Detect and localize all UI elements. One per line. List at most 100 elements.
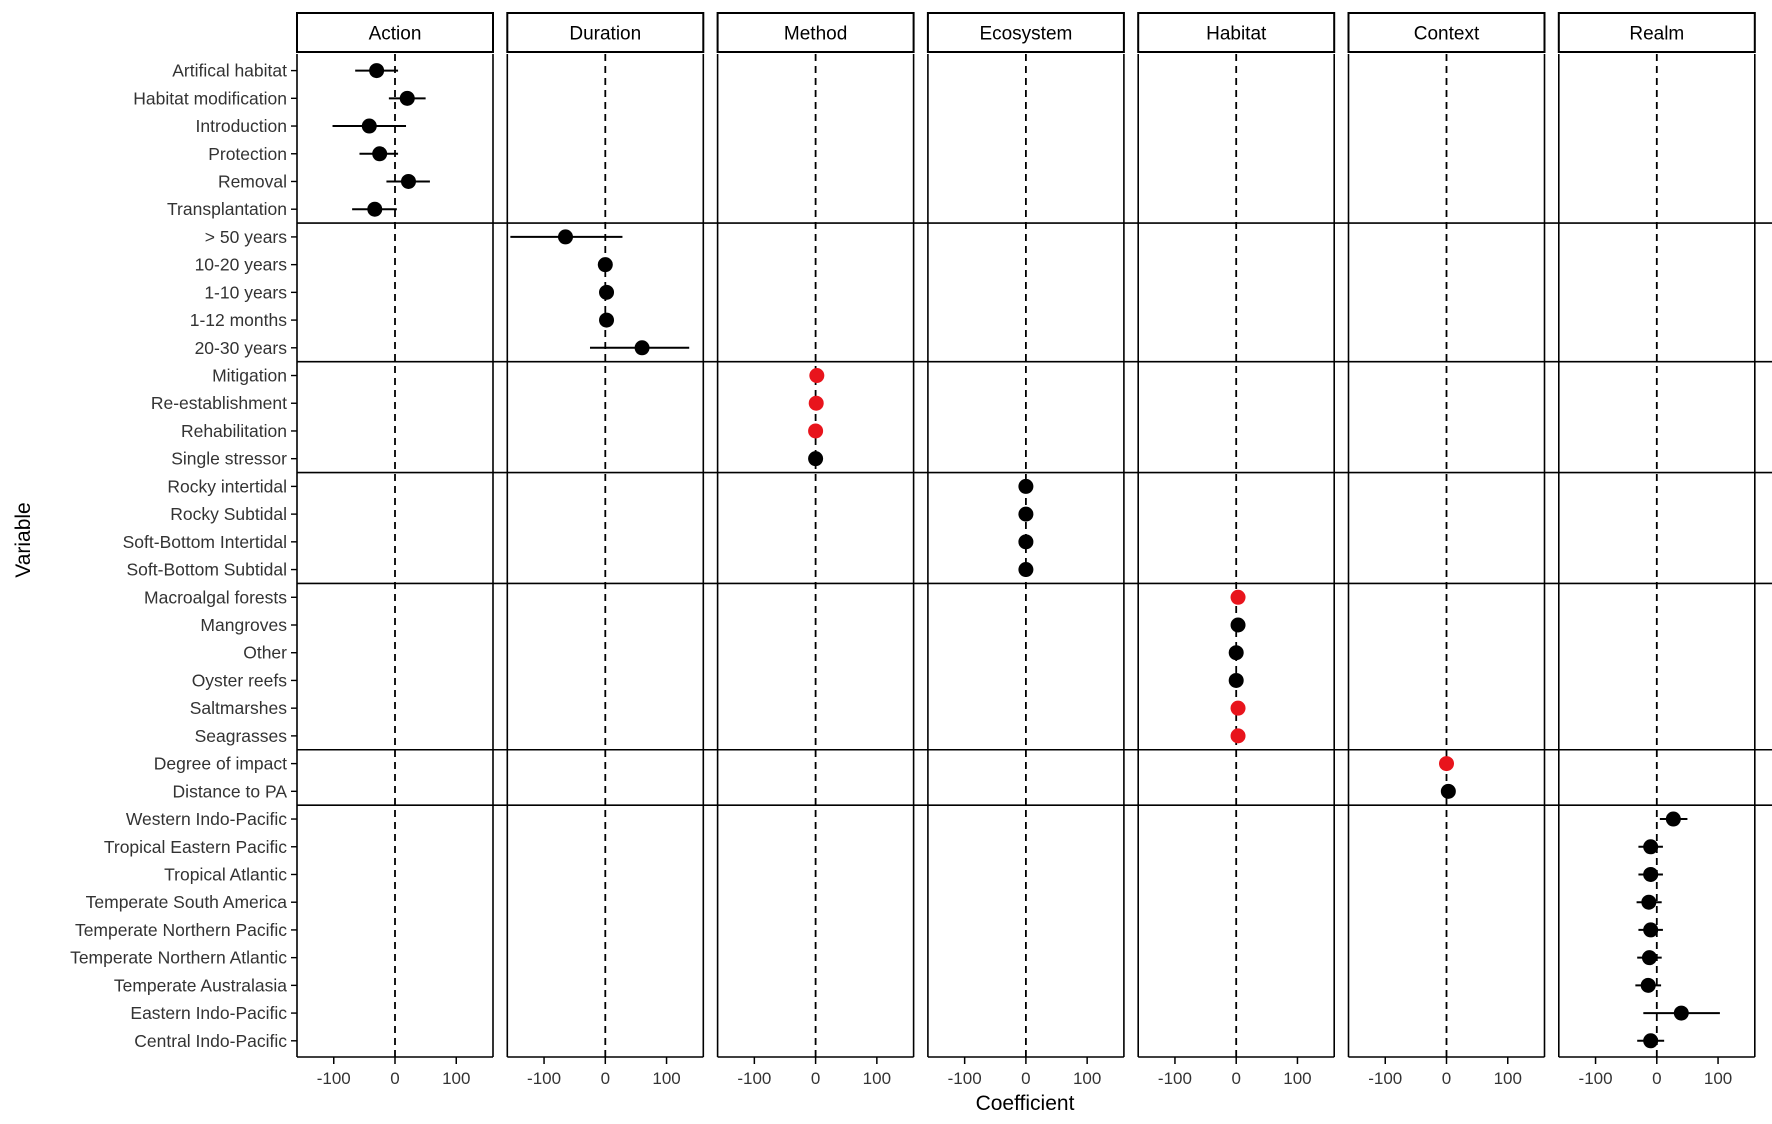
x-tick-label: 100 <box>652 1069 680 1088</box>
coefficient-point <box>1230 617 1246 633</box>
y-tick-label: Tropical Atlantic <box>164 864 287 884</box>
coefficient-point <box>599 312 615 328</box>
y-tick-label: Distance to PA <box>173 781 288 801</box>
y-tick-label: Soft-Bottom Intertidal <box>123 532 287 552</box>
y-tick-label: Temperate Australasia <box>114 975 287 995</box>
coefficient-point <box>1665 811 1681 827</box>
y-tick-label: Seagrasses <box>195 726 288 746</box>
x-tick-label: -100 <box>1158 1069 1192 1088</box>
y-tick-label: Temperate Northern Atlantic <box>70 948 287 968</box>
coefficient-point <box>399 90 415 106</box>
coefficient-point <box>367 201 383 217</box>
coefficient-point <box>1643 922 1659 938</box>
facet-frames <box>296 54 1772 1058</box>
y-axis-title: Variable <box>12 502 35 578</box>
x-tick-label: -100 <box>1368 1069 1402 1088</box>
coefficient-point <box>1643 839 1659 855</box>
facet-label-method: Method <box>784 24 847 45</box>
y-tick-label: Temperate South America <box>86 892 288 912</box>
y-tick-label: Central Indo-Pacific <box>134 1031 287 1051</box>
facet-strip-habitat <box>1137 12 1336 53</box>
coefficient-point <box>1673 1005 1689 1021</box>
x-tick-label: 100 <box>1283 1069 1311 1088</box>
facet-strip-ecosystem <box>926 12 1125 53</box>
coefficient-point <box>372 146 388 162</box>
coefficient-point <box>1228 645 1244 661</box>
facet-label-ecosystem: Ecosystem <box>979 24 1072 45</box>
coefficient-point <box>597 257 613 273</box>
x-tick-label: 100 <box>442 1069 470 1088</box>
y-tick-label: Introduction <box>196 116 287 136</box>
y-tick-label: Mangroves <box>200 615 287 635</box>
y-tick-label: Temperate Northern Pacific <box>75 920 287 940</box>
y-tick-label: Oyster reefs <box>192 670 288 690</box>
coefficient-point <box>1641 894 1657 910</box>
coefficient-point <box>557 229 573 245</box>
facet-strip-context <box>1347 12 1546 53</box>
coefficient-point <box>361 118 377 134</box>
x-tick-label: 0 <box>601 1069 610 1088</box>
facet-label-habitat: Habitat <box>1206 24 1267 45</box>
coefficient-point <box>599 284 615 300</box>
x-tick-label: -100 <box>1579 1069 1613 1088</box>
x-tick-label: 100 <box>1704 1069 1732 1088</box>
coefficient-point <box>1228 672 1244 688</box>
coefficient-point <box>809 368 825 384</box>
coefficient-point <box>1230 589 1246 605</box>
coefficient-point <box>1230 700 1246 716</box>
x-tick-label: 100 <box>1073 1069 1101 1088</box>
y-tick-label: Mitigation <box>212 366 287 386</box>
y-tick-label: Macroalgal forests <box>144 587 287 607</box>
coefficient-point <box>1641 950 1657 966</box>
y-tick-label: Rehabilitation <box>181 421 287 441</box>
facet-strips: Action Duration Method Ecosystem Habitat Cont… <box>296 12 1756 53</box>
x-tick-label: 0 <box>1021 1069 1030 1088</box>
coefficient-point <box>808 451 824 467</box>
y-tick-label: 1-12 months <box>190 310 288 330</box>
y-tick-label: Tropical Eastern Pacific <box>104 837 287 857</box>
x-tick-label: 100 <box>1494 1069 1522 1088</box>
x-tick-label: 0 <box>811 1069 820 1088</box>
y-tick-label: 1-10 years <box>204 282 287 302</box>
y-tick-label: Other <box>243 643 287 663</box>
facet-label-context: Context <box>1414 24 1480 45</box>
facet-label-action: Action <box>369 24 422 45</box>
x-tick-label: -100 <box>948 1069 982 1088</box>
facet-label-duration: Duration <box>569 24 641 45</box>
y-tick-label: Single stressor <box>171 449 287 469</box>
y-tick-label: Soft-Bottom Subtidal <box>127 560 288 580</box>
coefficient-point <box>808 395 824 411</box>
facet-strip-duration <box>506 12 705 53</box>
y-tick-label: 10-20 years <box>195 255 288 275</box>
y-tick-label: Transplantation <box>167 199 287 219</box>
y-tick-label: Rocky Subtidal <box>170 504 287 524</box>
y-tick-label: > 50 years <box>205 227 287 247</box>
x-tick-label: -100 <box>527 1069 561 1088</box>
x-tick-label: 100 <box>863 1069 891 1088</box>
coefficient-point <box>369 63 385 79</box>
coefficient-point <box>1018 506 1034 522</box>
y-tick-label: Re-establishment <box>151 393 287 413</box>
facet-label-realm: Realm <box>1629 24 1684 45</box>
y-tick-label: Protection <box>208 144 287 164</box>
coefficient-point <box>400 173 416 189</box>
coefficient-point <box>1018 534 1034 550</box>
coefficient-point <box>808 423 824 439</box>
coefficient-point <box>1018 562 1034 578</box>
facet-strip-action <box>296 12 494 53</box>
x-tick-label: 0 <box>390 1069 399 1088</box>
y-tick-label: Rocky intertidal <box>167 476 287 496</box>
facet-strip-method <box>716 12 915 53</box>
x-tick-label: 0 <box>1442 1069 1451 1088</box>
coefficient-point <box>1439 756 1454 772</box>
coefficient-point <box>1643 866 1659 882</box>
facet-strip-realm <box>1557 12 1756 53</box>
coefficient-marks <box>332 63 1720 1049</box>
x-axis-title: Coefficient <box>976 1092 1075 1115</box>
y-tick-label: Eastern Indo-Pacific <box>130 1003 287 1023</box>
x-tick-label: 0 <box>1231 1069 1240 1088</box>
coefficient-point <box>1640 977 1656 993</box>
y-tick-label: 20-30 years <box>195 338 288 358</box>
y-tick-label: Removal <box>218 171 287 191</box>
